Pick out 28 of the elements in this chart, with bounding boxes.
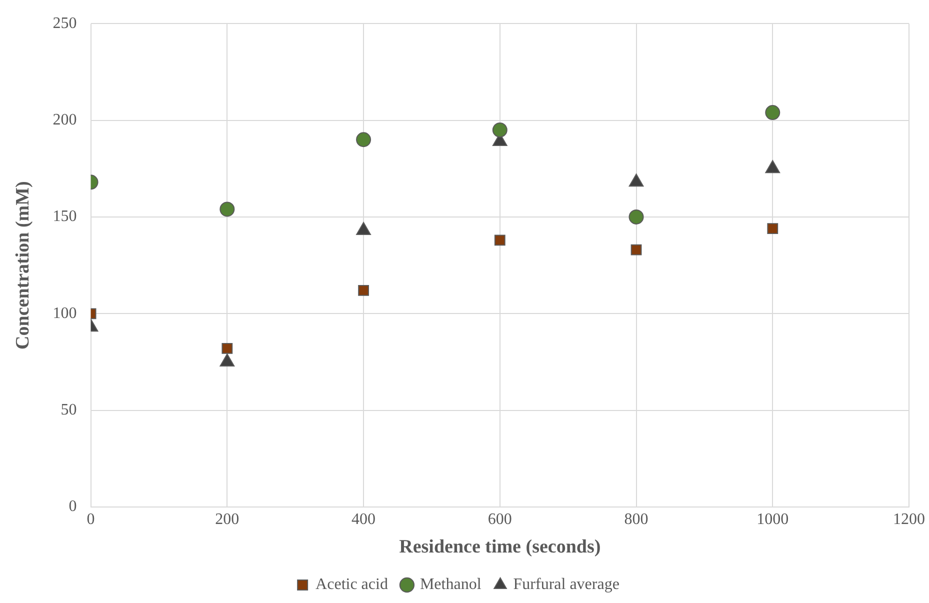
x-tick-label: 400: [352, 510, 376, 528]
y-axis-title: Concentration (mM): [12, 181, 34, 350]
y-tick-label: 250: [52, 14, 77, 32]
legend-label: Furfural average: [513, 576, 620, 594]
point: [628, 209, 644, 224]
point: [630, 244, 642, 256]
x-tick-label: 1200: [893, 510, 925, 528]
x-tick-label: 0: [86, 510, 95, 528]
point: [222, 342, 233, 354]
y-tick-label: 50: [60, 402, 77, 419]
point: [767, 223, 778, 234]
legend-label: Acetic acid: [316, 576, 388, 594]
point: [494, 234, 506, 246]
x-axis-title: Residence time (seconds): [399, 536, 601, 558]
point: [356, 132, 372, 148]
y-tick-label: 0: [68, 498, 77, 516]
point: [220, 202, 235, 217]
y-tick-label: 100: [52, 304, 77, 322]
x-tick-label: 600: [488, 510, 512, 528]
point: [358, 284, 369, 296]
legend-label: Methanol: [420, 576, 482, 594]
x-tick-label: 1000: [756, 510, 789, 528]
y-tick-label: 150: [52, 208, 77, 226]
x-tick-label: 200: [215, 510, 240, 528]
point: [492, 122, 508, 138]
point: [765, 105, 780, 120]
y-tick-label: 200: [52, 111, 77, 128]
x-tick-label: 800: [624, 510, 648, 528]
